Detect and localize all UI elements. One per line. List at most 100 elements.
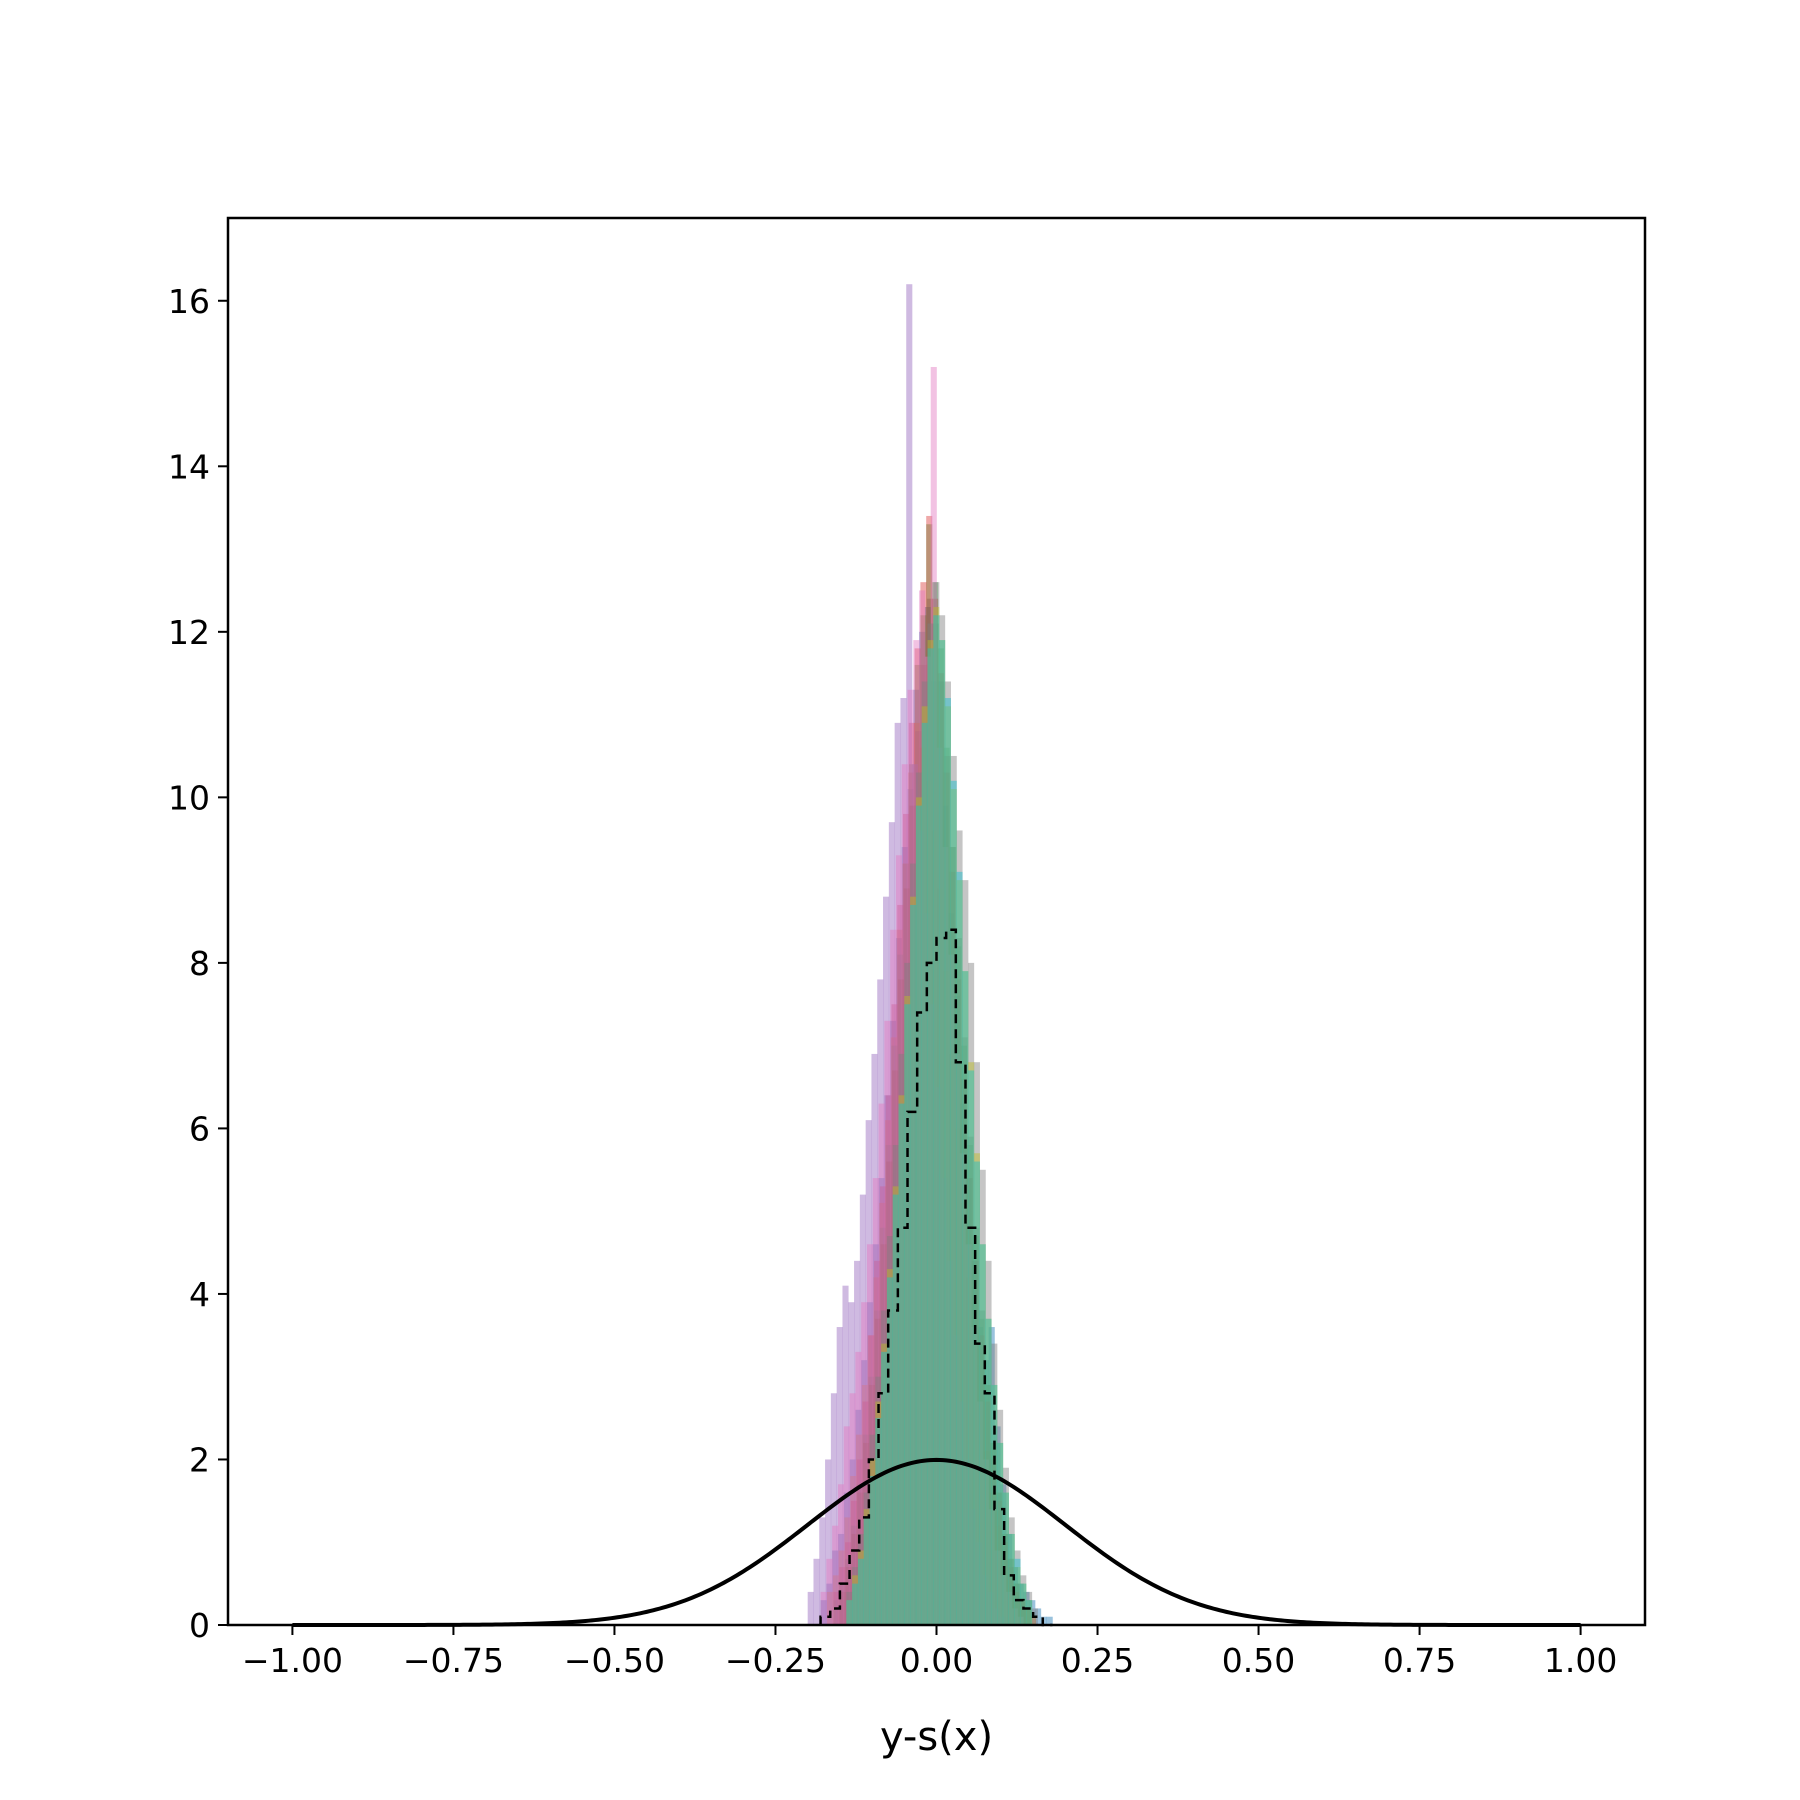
histogram-bar xyxy=(1006,1533,1013,1625)
histogram-bar xyxy=(962,971,969,1625)
histogram-bar xyxy=(972,1260,979,1625)
histogram-bar xyxy=(927,648,934,1625)
histogram-bar xyxy=(926,524,933,1625)
histogram-bar xyxy=(919,631,926,1625)
histogram-bar xyxy=(997,1409,1004,1625)
histogram-bar xyxy=(930,366,937,1626)
histogram-bar xyxy=(884,1020,891,1625)
histogram-bar xyxy=(960,1045,968,1625)
histogram-bar xyxy=(1020,1583,1027,1625)
x-axis: −1.00 −0.75 −0.50 −0.25 0.00 0.25 0.50 0.75 1.00 xyxy=(242,1625,1617,1680)
histogram-bar xyxy=(1008,1517,1015,1625)
histogram-bar xyxy=(1002,1533,1009,1625)
histogram-bar xyxy=(852,1575,859,1625)
histogram-bar xyxy=(978,1335,985,1625)
histogram-bar xyxy=(861,1360,868,1625)
histogram-bar xyxy=(950,847,957,1625)
histogram-bar xyxy=(862,1401,869,1625)
histogram-bar xyxy=(855,1409,862,1625)
histogram-bar xyxy=(1001,1542,1008,1625)
histogram-bar xyxy=(946,1260,953,1625)
y-tick-label: 16 xyxy=(168,282,210,321)
histogram-bar xyxy=(839,1567,846,1625)
histogram-bar xyxy=(984,1401,991,1625)
histogram-bar xyxy=(924,606,932,1625)
histogram-bar xyxy=(850,1525,857,1625)
histogram-bar xyxy=(962,880,969,1625)
histogram-bar xyxy=(996,1492,1003,1625)
histogram-bar xyxy=(901,764,908,1625)
histogram-bar xyxy=(863,1442,870,1625)
histogram-bar xyxy=(998,1616,1006,1625)
histogram-series-3 xyxy=(833,524,1031,1625)
histogram-bar xyxy=(881,1343,888,1625)
histogram-bars xyxy=(807,284,1053,1626)
histogram-bar xyxy=(959,1103,966,1625)
histogram-bar xyxy=(886,1269,894,1625)
histogram-bar xyxy=(837,1533,845,1625)
histogram-bar xyxy=(856,1484,863,1625)
histogram-bar xyxy=(846,1600,853,1625)
histogram-bar xyxy=(948,954,955,1625)
histogram-bar xyxy=(950,789,957,1625)
histogram-bar xyxy=(920,582,927,1625)
histogram-bar xyxy=(1020,1583,1027,1625)
histogram-bar xyxy=(863,1492,870,1625)
histogram-bar xyxy=(944,698,951,1625)
histogram-bar xyxy=(942,805,949,1625)
histogram-bar xyxy=(891,1004,898,1625)
histogram-bar xyxy=(878,1178,885,1625)
histogram-bar xyxy=(1018,1600,1026,1625)
histogram-bar xyxy=(1008,1533,1015,1625)
histogram-bar xyxy=(989,1442,997,1625)
histogram-bar xyxy=(968,1062,975,1625)
histogram-bar xyxy=(857,1558,865,1625)
histogram-bar xyxy=(913,722,921,1625)
histogram-bar xyxy=(955,979,962,1625)
histogram-bar xyxy=(838,1550,845,1625)
histogram-bar xyxy=(988,1509,995,1625)
histogram-series-7 xyxy=(820,366,1024,1626)
histogram-bar xyxy=(869,1476,876,1625)
histogram-bar xyxy=(979,1244,986,1625)
histogram-bar xyxy=(956,871,963,1625)
histogram-bar xyxy=(854,1260,861,1625)
histogram-bar xyxy=(888,822,895,1625)
histogram-bar xyxy=(879,1202,886,1625)
histogram-bar xyxy=(961,1037,968,1625)
histogram-bar xyxy=(929,1004,936,1625)
histogram-bar xyxy=(1001,1533,1008,1625)
histogram-bar xyxy=(892,1070,899,1625)
histogram-bar xyxy=(987,1591,994,1625)
histogram-bar xyxy=(845,1558,852,1625)
histogram-bar xyxy=(825,1459,832,1625)
reference-histogram xyxy=(819,928,1053,1627)
histogram-bar xyxy=(819,1517,826,1625)
histogram-bar xyxy=(910,863,917,1625)
x-axis-label: y-s(x) xyxy=(880,1714,993,1760)
histogram-bar xyxy=(869,1434,876,1625)
histogram-bar xyxy=(881,1310,888,1625)
histogram-bar xyxy=(977,1327,984,1625)
histogram-bar xyxy=(886,1161,893,1625)
y-tick-label: 14 xyxy=(168,447,210,486)
histogram-bar xyxy=(901,847,908,1625)
histogram-bar xyxy=(869,1459,876,1625)
histogram-bar xyxy=(913,640,920,1625)
histogram-bar xyxy=(845,1567,852,1625)
histogram-bar xyxy=(1007,1567,1014,1625)
histogram-bar xyxy=(939,615,946,1625)
x-tick-label: −0.25 xyxy=(725,1641,826,1680)
histogram-bar xyxy=(908,764,915,1625)
histogram-bar xyxy=(846,1600,853,1625)
histogram-bar xyxy=(917,830,924,1625)
histogram-bar xyxy=(857,1492,864,1625)
histogram-bar xyxy=(1029,1616,1036,1625)
histogram-bar xyxy=(915,805,922,1625)
histogram-bar xyxy=(851,1533,858,1625)
histogram-bar xyxy=(948,1053,955,1625)
histogram-bar xyxy=(878,1103,885,1625)
histogram-bar xyxy=(964,1459,971,1625)
histogram-bar xyxy=(990,1442,997,1625)
